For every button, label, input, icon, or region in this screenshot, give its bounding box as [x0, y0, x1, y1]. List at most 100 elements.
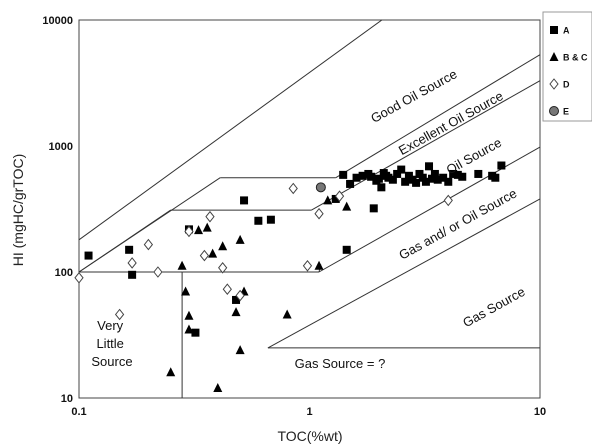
legend-marker-d	[549, 78, 559, 90]
point-a	[474, 169, 483, 178]
annotation-oil-source: Oil Source	[444, 135, 504, 178]
y-axis-title: HI (mgHC/grTOC)	[10, 154, 26, 267]
point-a	[342, 245, 351, 254]
point-d	[218, 261, 228, 274]
point-b-c	[235, 345, 245, 355]
point-b-c	[231, 307, 241, 317]
point-a	[346, 179, 355, 188]
zone-line	[311, 80, 541, 211]
annotation-gas-and-or-oil-source: Gas and/ or Oil Source	[396, 185, 519, 262]
point-a	[374, 174, 383, 183]
legend-label-a: A	[563, 26, 570, 36]
point-a	[358, 171, 367, 180]
point-a	[254, 216, 263, 225]
y-tick-label: 10	[61, 393, 73, 405]
point-a	[412, 178, 421, 187]
zone-boundaries	[78, 19, 541, 398]
point-b-c	[314, 260, 324, 270]
legend-marker-b-c	[549, 52, 559, 61]
point-a	[397, 165, 406, 174]
point-b-c	[194, 225, 204, 235]
point-d	[199, 249, 210, 262]
point-b-c	[218, 241, 228, 251]
point-a	[421, 177, 430, 186]
point-a	[232, 295, 241, 304]
legend-marker-e	[549, 106, 559, 116]
y-tick-label: 1000	[49, 141, 73, 153]
legend-label-b-c: B & C	[563, 53, 588, 63]
y-tick-labels: 10 100 1000 10000	[42, 15, 73, 405]
point-b-c	[177, 260, 187, 270]
point-a	[453, 170, 462, 179]
y-tick-label: 100	[55, 267, 73, 279]
zone-line	[78, 177, 221, 273]
point-a	[497, 161, 506, 170]
point-b-c	[202, 222, 212, 232]
point-d	[235, 289, 245, 302]
point-a	[491, 173, 500, 182]
point-d	[288, 182, 298, 195]
point-a	[393, 169, 402, 178]
x-tick-label: 10	[534, 406, 546, 418]
point-a	[84, 251, 93, 260]
point-b-c	[208, 248, 218, 258]
legend-label-e: E	[563, 107, 569, 117]
point-d	[314, 207, 324, 220]
point-a	[418, 173, 427, 182]
point-a	[339, 170, 348, 179]
point-b-c	[184, 310, 194, 320]
point-a	[125, 245, 134, 254]
point-a	[128, 270, 137, 279]
plot-area	[78, 19, 541, 399]
point-e	[315, 182, 326, 193]
point-b-c	[181, 286, 191, 296]
x-tick-labels: 0.1 1 10	[71, 406, 546, 418]
zone-line	[335, 54, 541, 179]
legend: A B & C D E	[542, 11, 592, 122]
point-a	[388, 175, 397, 184]
point-a	[444, 177, 453, 186]
point-d	[114, 308, 125, 321]
point-b-c	[235, 234, 245, 244]
x-tick-label: 0.1	[71, 406, 86, 418]
point-a	[401, 177, 410, 186]
point-a	[377, 183, 386, 192]
zone-line	[267, 198, 541, 349]
data-points	[74, 161, 506, 393]
legend-label-d: D	[563, 80, 570, 90]
annotation-gas-source: Gas Source	[460, 284, 527, 330]
point-a	[369, 204, 378, 213]
point-b-c	[323, 195, 333, 205]
legend-marker-a	[550, 26, 558, 34]
point-d	[74, 271, 84, 284]
point-a	[430, 169, 439, 178]
point-a	[191, 328, 200, 337]
point-d	[302, 259, 313, 272]
point-d	[143, 238, 154, 251]
point-d	[205, 210, 215, 223]
point-a	[433, 175, 442, 184]
point-a	[331, 194, 340, 203]
point-a	[352, 173, 361, 182]
point-d	[127, 257, 137, 269]
point-a	[428, 174, 437, 183]
point-b-c	[166, 367, 176, 377]
point-b-c	[282, 309, 292, 319]
point-a	[266, 215, 275, 224]
y-tick-label: 10000	[42, 15, 73, 27]
point-d	[153, 266, 163, 278]
point-a	[458, 172, 467, 181]
point-a	[425, 162, 434, 171]
point-a	[240, 196, 249, 205]
point-d	[184, 225, 194, 238]
annotation-very-little-source: Very Little Source	[91, 318, 132, 369]
point-a	[439, 173, 448, 182]
point-a	[449, 169, 458, 178]
point-a	[367, 172, 376, 181]
point-b-c	[213, 383, 223, 393]
point-d	[334, 190, 345, 202]
x-tick-label: 1	[306, 406, 312, 418]
point-b-c	[184, 324, 194, 334]
point-a	[384, 173, 393, 182]
